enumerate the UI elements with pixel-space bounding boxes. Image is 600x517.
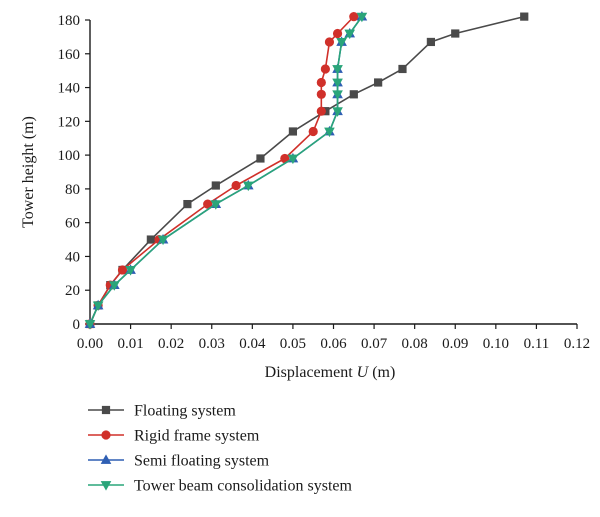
x-tick-label: 0.11 bbox=[524, 336, 550, 352]
x-tick-label: 0.08 bbox=[402, 336, 428, 352]
legend-marker bbox=[101, 430, 111, 440]
x-tick-label: 0.09 bbox=[442, 336, 468, 352]
data-point-tower-beam-consolidation-system bbox=[109, 281, 120, 291]
data-point-tower-beam-consolidation-system bbox=[344, 29, 356, 40]
data-point-floating-system bbox=[374, 78, 383, 87]
x-axis-title-unit: (m) bbox=[368, 364, 395, 381]
x-tick-label: 0.12 bbox=[564, 336, 590, 352]
y-tick-label: 120 bbox=[58, 114, 81, 130]
y-tick-label: 40 bbox=[65, 249, 80, 265]
data-point-tower-beam-consolidation-system bbox=[157, 235, 169, 246]
y-tick-label: 160 bbox=[58, 47, 81, 63]
x-axis-title-variable: U bbox=[357, 364, 370, 381]
legend-label: Floating system bbox=[134, 403, 236, 420]
series-line-floating-system bbox=[89, 15, 525, 325]
legend-item: Semi floating system bbox=[88, 453, 270, 470]
data-point-floating-system bbox=[398, 64, 407, 74]
data-point-floating-system bbox=[256, 154, 265, 163]
x-tick-label: 0.04 bbox=[239, 336, 266, 352]
data-point-floating-system bbox=[349, 90, 358, 99]
data-point-rigid-frame-system bbox=[324, 37, 335, 47]
x-axis-title: Displacement U (m) bbox=[265, 364, 396, 381]
data-point-floating-system bbox=[451, 29, 460, 38]
legend-marker bbox=[100, 454, 112, 464]
y-ticks: 0 20 40 60 80 100 120 140 160 180 bbox=[58, 13, 90, 333]
x-tick-label: 0.06 bbox=[320, 336, 347, 352]
legend: Floating system Rigid frame system Semi fl… bbox=[88, 403, 353, 495]
data-point-tower-beam-consolidation-system bbox=[287, 154, 299, 165]
data-point-tower-beam-consolidation-system bbox=[210, 200, 222, 210]
data-point-tower-beam-consolidation-system bbox=[324, 127, 335, 138]
series-line-tower-beam-consolidation-system bbox=[89, 16, 363, 325]
series-layer bbox=[84, 11, 529, 330]
legend-label: Semi floating system bbox=[134, 453, 270, 470]
data-point-floating-system bbox=[520, 12, 529, 21]
data-point-rigid-frame-system bbox=[349, 12, 359, 22]
x-tick-label: 0.03 bbox=[199, 336, 225, 352]
series-line-rigid-frame-system bbox=[89, 16, 355, 325]
data-point-rigid-frame-system bbox=[316, 77, 326, 88]
data-point-tower-beam-consolidation-system bbox=[332, 78, 343, 89]
legend-marker bbox=[101, 405, 111, 415]
data-point-floating-system bbox=[288, 127, 298, 136]
data-point-floating-system bbox=[146, 235, 155, 244]
x-tick-label: 0.02 bbox=[158, 336, 184, 352]
series-tower-beam-consolidation-system bbox=[84, 12, 368, 330]
y-tick-label: 0 bbox=[73, 317, 81, 333]
data-point-rigid-frame-system bbox=[117, 265, 128, 275]
data-point-floating-system bbox=[183, 199, 192, 209]
data-point-rigid-frame-system bbox=[316, 106, 326, 116]
data-point-tower-beam-consolidation-system bbox=[332, 65, 343, 75]
legend-item: Floating system bbox=[88, 403, 236, 420]
series-floating-system bbox=[85, 12, 529, 329]
y-tick-label: 60 bbox=[65, 216, 80, 232]
data-point-floating-system bbox=[211, 181, 220, 190]
data-point-rigid-frame-system bbox=[332, 28, 343, 39]
legend-label: Rigid frame system bbox=[134, 428, 260, 445]
data-point-tower-beam-consolidation-system bbox=[92, 301, 104, 312]
x-tick-label: 0.05 bbox=[280, 336, 306, 352]
data-point-tower-beam-consolidation-system bbox=[356, 12, 368, 23]
legend-marker bbox=[100, 481, 112, 491]
y-tick-label: 100 bbox=[58, 148, 81, 164]
data-point-tower-beam-consolidation-system bbox=[84, 320, 96, 330]
data-point-tower-beam-consolidation-system bbox=[336, 38, 347, 48]
x-tick-label: 0.01 bbox=[117, 336, 143, 352]
data-point-rigid-frame-system bbox=[231, 180, 241, 191]
data-point-rigid-frame-system bbox=[320, 64, 330, 74]
data-point-tower-beam-consolidation-system bbox=[125, 266, 136, 276]
legend-item: Rigid frame system bbox=[88, 428, 260, 445]
data-point-rigid-frame-system bbox=[203, 199, 213, 209]
data-point-floating-system bbox=[426, 37, 436, 47]
y-tick-label: 80 bbox=[65, 182, 80, 198]
series-semi-floating-system bbox=[84, 11, 368, 328]
x-axis-title-main: Displacement bbox=[265, 364, 357, 381]
x-ticks: 0.00 0.01 0.02 0.03 0.04 0.05 0.06 0.07 0.08 0.09… bbox=[77, 324, 590, 352]
data-point-tower-beam-consolidation-system bbox=[332, 107, 343, 117]
series-line-semi-floating-system bbox=[89, 16, 363, 325]
legend-item: Tower beam consolidation system bbox=[88, 478, 353, 495]
x-tick-label: 0.07 bbox=[361, 336, 388, 352]
series-rigid-frame-system bbox=[85, 12, 359, 329]
data-point-rigid-frame-system bbox=[308, 126, 318, 137]
data-point-tower-beam-consolidation-system bbox=[242, 181, 254, 192]
x-tick-label: 0.00 bbox=[77, 336, 103, 352]
y-tick-label: 20 bbox=[65, 283, 80, 299]
y-tick-label: 180 bbox=[58, 13, 81, 29]
y-axis-title: Tower height (m) bbox=[20, 116, 37, 228]
data-point-tower-beam-consolidation-system bbox=[332, 90, 343, 100]
data-point-rigid-frame-system bbox=[316, 89, 326, 99]
x-tick-label: 0.10 bbox=[483, 336, 509, 352]
legend-label: Tower beam consolidation system bbox=[134, 478, 353, 495]
y-tick-label: 140 bbox=[58, 81, 81, 97]
